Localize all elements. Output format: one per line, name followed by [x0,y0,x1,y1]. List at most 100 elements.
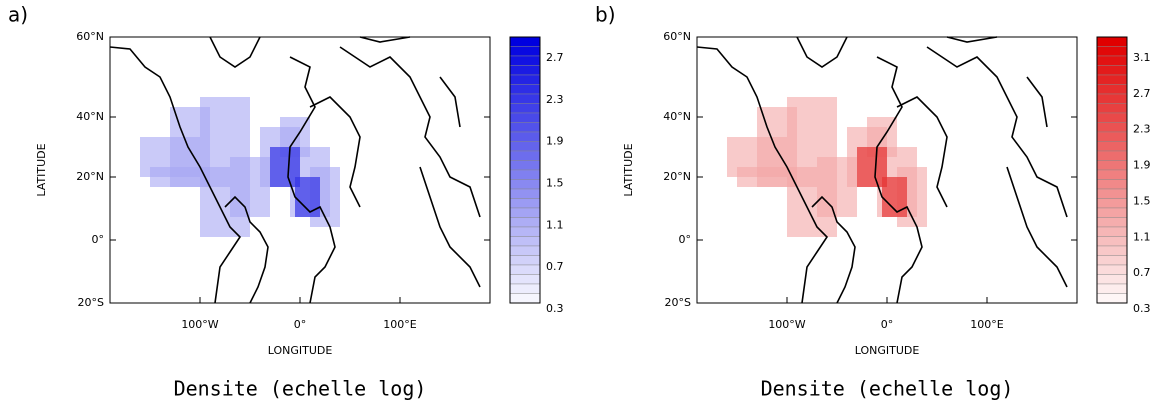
colorbar-step [509,122,541,133]
colorbar-step [1096,55,1128,66]
colorbar-step [509,103,541,114]
coastline [696,46,829,304]
colorbar-step [509,217,541,228]
colorbar-step [509,236,541,247]
y-tick-label: 20°S [78,296,104,309]
colorbar-step [509,131,541,142]
colorbar-step [1096,179,1128,190]
colorbar-step [1096,217,1128,228]
coastline [811,195,856,304]
colorbar-step [1096,226,1128,237]
coastline [946,36,998,43]
coastline [309,96,361,208]
colorbar-step [509,84,541,95]
y-tick-label: 20°N [76,170,104,183]
colorbar-step [509,36,541,47]
colorbar-step [509,179,541,190]
x-tick-label: 0° [881,318,894,331]
colorbar-step [1096,283,1128,294]
colorbar-label: 1.9 [546,135,564,148]
colorbar-step [509,46,541,57]
colorbar-step [1096,84,1128,95]
colorbar-label: 1.9 [1133,159,1151,172]
colorbar-label: 2.7 [1133,87,1151,100]
coastline [109,46,242,304]
colorbar-step [509,169,541,180]
density-area [150,167,230,187]
caption: Densite (echelle log) [174,377,427,401]
coastline [439,76,461,128]
colorbar-step [1096,169,1128,180]
map [696,36,1068,304]
colorbar-step [509,93,541,104]
colorbar-label: 0.7 [1133,266,1151,279]
colorbar-step [509,112,541,123]
y-tick-label: 0° [92,233,105,246]
coastline [209,36,261,68]
colorbar-step [509,255,541,266]
x-axis-label: LONGITUDE [855,344,920,357]
colorbar-step [1096,150,1128,161]
colorbar-label: 1.1 [1133,230,1151,243]
colorbar-step [509,150,541,161]
colorbar-step [509,188,541,199]
colorbar-step [1096,112,1128,123]
colorbar-step [1096,264,1128,275]
y-tick-label: 0° [679,233,692,246]
colorbar-step [1096,36,1128,47]
y-tick-label: 60°N [76,30,104,43]
colorbar-step [509,293,541,304]
colorbar-step [509,283,541,294]
colorbar-label: 0.7 [546,260,564,273]
colorbar-step [1096,65,1128,76]
colorbar-step [1096,188,1128,199]
y-tick-label: 20°N [663,170,691,183]
colorbar-step [509,74,541,85]
x-tick-label: 100°W [181,318,218,331]
colorbar-step [1096,93,1128,104]
colorbar-step [509,245,541,256]
colorbar-step [509,141,541,152]
colorbar-step [1096,274,1128,285]
x-axis-label: LONGITUDE [268,344,333,357]
y-axis-label: LATITUDE [35,143,48,196]
coastline [896,96,948,208]
coastline [796,36,848,68]
colorbar-step [1096,131,1128,142]
x-tick-label: 100°E [970,318,1003,331]
coastline [359,36,411,43]
coastline [339,46,481,218]
colorbar-step [1096,207,1128,218]
colorbar-step [509,198,541,209]
density-core [295,177,320,217]
density-core [882,177,907,217]
coastline [1006,166,1068,288]
colorbar-step [509,264,541,275]
colorbar-step [1096,122,1128,133]
map [109,36,481,304]
colorbar-label: 1.1 [546,218,564,231]
coastline [1026,76,1048,128]
colorbar-label: 2.3 [1133,123,1151,136]
colorbar-step [509,207,541,218]
colorbar-step [1096,103,1128,114]
colorbar-step [1096,160,1128,171]
panel-label: a) [8,3,28,27]
y-tick-label: 40°N [76,110,104,123]
colorbar-label: 2.3 [546,93,564,106]
colorbar-step [1096,46,1128,57]
coastline [874,56,923,304]
colorbar-step [509,55,541,66]
colorbar-label: 0.3 [1133,302,1151,315]
x-tick-label: 0° [294,318,307,331]
colorbar-step [509,160,541,171]
density-area [737,167,817,187]
colorbar-label: 2.7 [546,51,564,64]
colorbar-label: 1.5 [1133,194,1151,207]
coastline [419,166,481,288]
panel-label: b) [595,3,616,27]
y-tick-label: 20°S [665,296,691,309]
caption: Densite (echelle log) [761,377,1014,401]
colorbar-step [1096,74,1128,85]
